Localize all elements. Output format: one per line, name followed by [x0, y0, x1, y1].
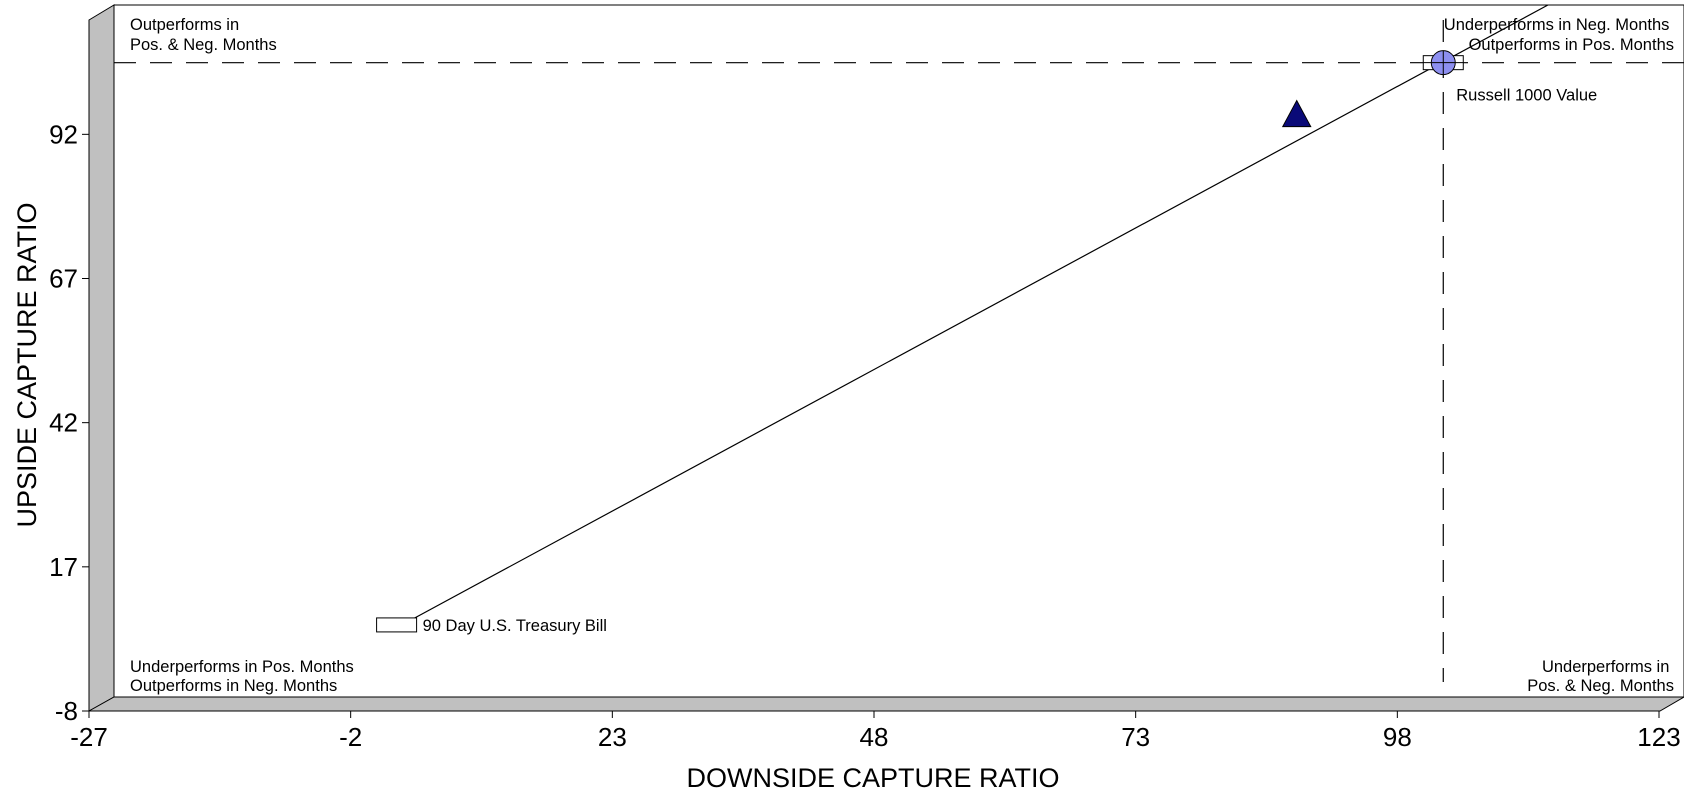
- quadrant-label-line: Underperforms in Pos. Months: [130, 658, 354, 676]
- y-tick-label: 92: [49, 119, 78, 149]
- x-tick-label: 23: [598, 722, 627, 752]
- y-tick-label: -8: [55, 696, 78, 726]
- y-axis-ticks: -8 17 42 67 92: [49, 119, 89, 726]
- quadrant-label-line: Pos. & Neg. Months: [1527, 677, 1674, 695]
- data-points: Russell 1000 Value 90 Day U.S. Treasury B…: [376, 50, 1597, 635]
- x-tick-label: -2: [339, 722, 362, 752]
- point-label: 90 Day U.S. Treasury Bill: [423, 617, 607, 635]
- quadrant-label-bottom-left: Underperforms in Pos. Months Outperforms…: [130, 658, 358, 695]
- quadrant-label-top-left: Outperforms in Pos. & Neg. Months: [130, 16, 277, 54]
- quadrant-label-top-right: Underperforms in Neg. Months Outperforms…: [1444, 16, 1674, 54]
- x-tick-label: 48: [860, 722, 889, 752]
- quadrant-label-line: Outperforms in Pos. Months: [1469, 36, 1674, 54]
- chart-left-wall: [88, 4, 115, 712]
- x-tick-label: 73: [1121, 722, 1150, 752]
- x-axis-title: DOWNSIDE CAPTURE RATIO: [686, 763, 1059, 793]
- y-axis-title: UPSIDE CAPTURE RATIO: [12, 202, 42, 527]
- chart-floor: [87, 696, 1684, 712]
- quadrant-label-line: Underperforms in: [1542, 658, 1669, 676]
- x-tick-label: 123: [1637, 722, 1680, 752]
- chart-plot-area: [113, 4, 1684, 698]
- portfolio-triangle-marker: [1281, 99, 1312, 128]
- y-tick-label: 42: [49, 408, 78, 438]
- x-axis-ticks: -27 -2 23 48 73 98 123: [70, 711, 1681, 752]
- quadrant-label-bottom-right: Underperforms in Pos. & Neg. Months: [1527, 658, 1674, 695]
- x-tick-label: 98: [1383, 722, 1412, 752]
- y-tick-label: 67: [49, 264, 78, 294]
- quadrant-label-line: Outperforms in Neg. Months: [130, 677, 337, 695]
- quadrant-label-line: Pos. & Neg. Months: [130, 36, 277, 54]
- quadrant-label-line: Underperforms in Neg. Months: [1444, 16, 1670, 34]
- point-label: Russell 1000 Value: [1456, 87, 1597, 105]
- diagonal-line: [400, 4, 1549, 627]
- y-tick-label: 17: [49, 552, 78, 582]
- x-tick-label: -27: [70, 722, 108, 752]
- quadrant-label-line: Outperforms in: [130, 16, 239, 34]
- tbill-box-marker: [376, 617, 418, 633]
